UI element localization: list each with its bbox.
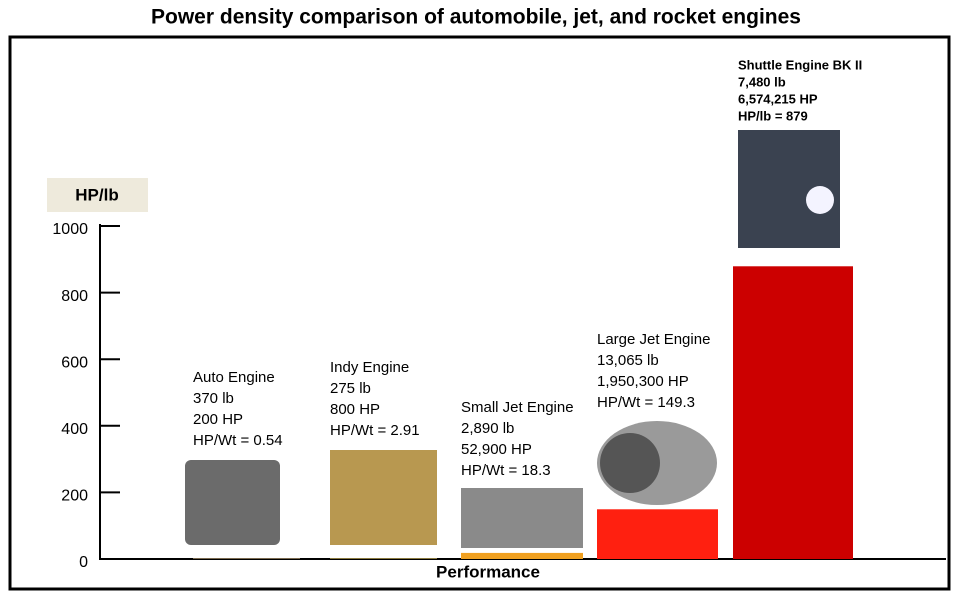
engine-annotation: 7,480 lb [738, 74, 786, 89]
chart-title: Power density comparison of automobile, … [151, 6, 801, 29]
y-tick-label: 400 [61, 421, 88, 438]
engine-annotation: 275 lb [330, 380, 371, 397]
engine-name: Small Jet Engine [461, 399, 574, 416]
engine-annotation: HP/Wt = 2.91 [330, 422, 420, 439]
bar [597, 509, 718, 559]
engine-name: Large Jet Engine [597, 331, 710, 348]
engine-annotation: 13,065 lb [597, 352, 659, 369]
x-axis-label: Performance [436, 562, 540, 581]
y-tick-label: 1000 [52, 221, 88, 238]
auto-engine-photo [185, 460, 280, 545]
y-tick-label: 600 [61, 354, 88, 371]
bar [193, 558, 300, 559]
engine-annotation: 370 lb [193, 390, 234, 407]
engine-name: Indy Engine [330, 359, 409, 376]
photos [185, 130, 840, 548]
engine-annotation: HP/lb = 879 [738, 108, 808, 123]
bar [733, 266, 853, 559]
engine-annotation: HP/Wt = 149.3 [597, 394, 695, 411]
shuttle-flame [806, 186, 834, 214]
engine-annotation: 800 HP [330, 401, 380, 418]
engine-name: Shuttle Engine BK II [738, 57, 862, 72]
engine-name: Auto Engine [193, 369, 275, 386]
engine-annotation: 2,890 lb [461, 420, 514, 437]
y-label-box [47, 178, 148, 212]
engine-annotation: 6,574,215 HP [738, 91, 818, 106]
y-tick-label: 0 [79, 554, 88, 571]
engine-annotation: 200 HP [193, 411, 243, 428]
y-tick-label: 800 [61, 288, 88, 305]
engine-annotation: HP/Wt = 18.3 [461, 462, 551, 479]
engine-annotation: 52,900 HP [461, 441, 532, 458]
bar [461, 552, 583, 559]
engine-annotation: HP/Wt = 0.54 [193, 432, 283, 449]
y-axis-label: HP/lb [75, 185, 118, 204]
engine-annotation: 1,950,300 HP [597, 373, 689, 390]
large-jet-fan [600, 433, 660, 493]
y-tick-label: 200 [61, 488, 88, 505]
indy-engine-photo [330, 450, 437, 545]
bar [330, 558, 437, 559]
small-jet-photo [461, 488, 583, 548]
